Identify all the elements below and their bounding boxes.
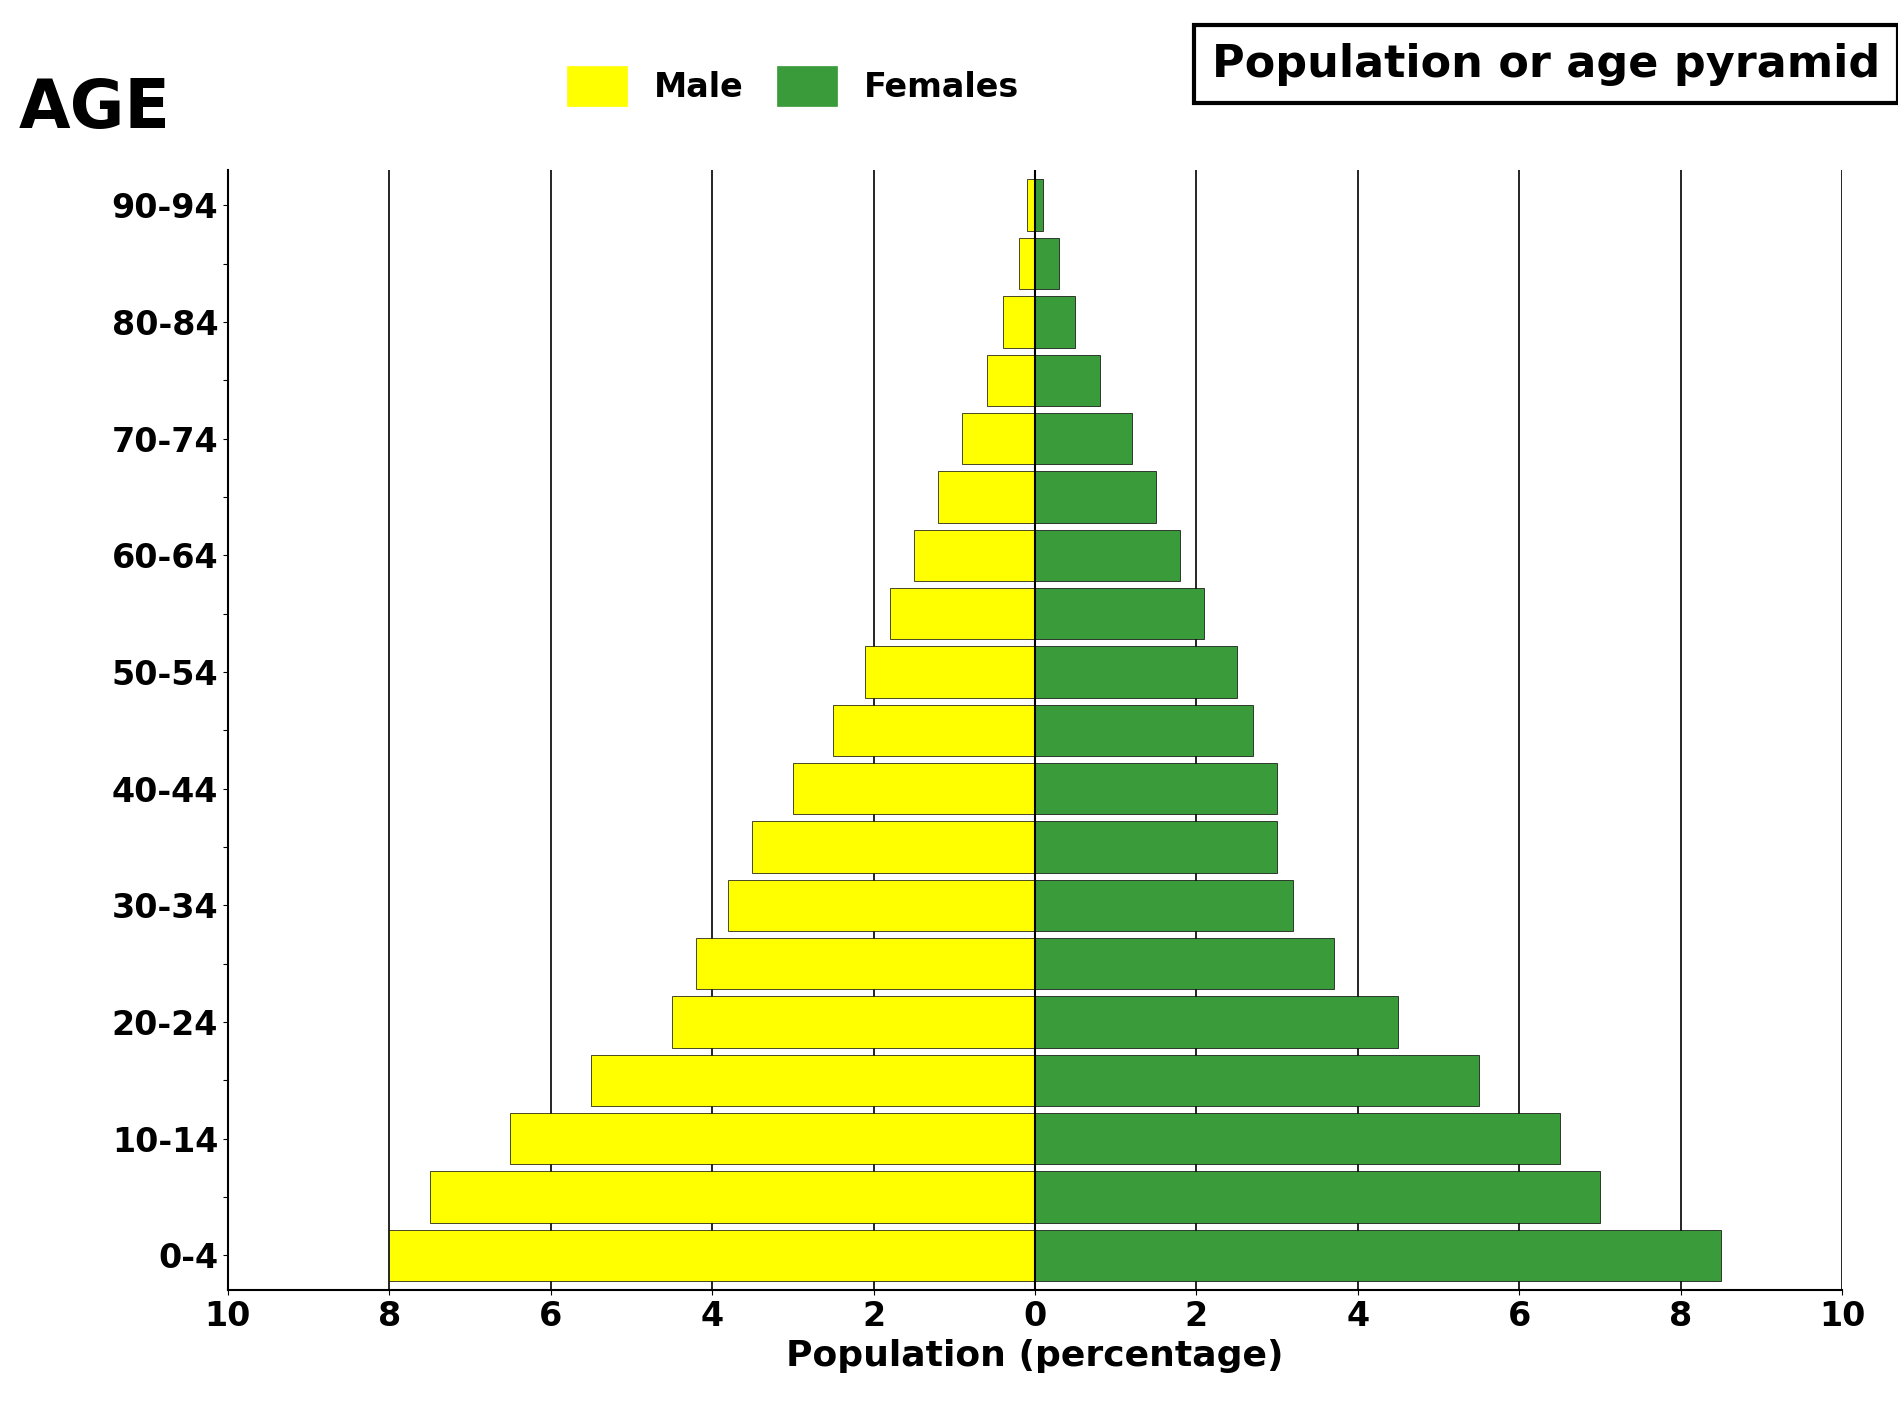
Bar: [1034, 529, 1181, 581]
Bar: [1034, 937, 1332, 990]
Bar: [1034, 879, 1293, 932]
Bar: [987, 354, 1034, 406]
Bar: [511, 1113, 1034, 1164]
Bar: [888, 588, 1034, 640]
Bar: [1034, 588, 1203, 640]
Legend: Male, Females: Male, Females: [554, 52, 1031, 119]
Bar: [1034, 1055, 1479, 1106]
Bar: [389, 1229, 1034, 1280]
Bar: [672, 997, 1034, 1048]
Bar: [1034, 1113, 1558, 1164]
Bar: [1034, 296, 1074, 347]
Bar: [1002, 296, 1034, 347]
Bar: [1034, 1171, 1598, 1222]
Bar: [1034, 180, 1042, 231]
Bar: [1034, 354, 1099, 406]
Bar: [590, 1055, 1034, 1106]
Bar: [729, 879, 1034, 932]
Bar: [1034, 413, 1131, 464]
Bar: [833, 705, 1034, 756]
Bar: [793, 763, 1034, 814]
Bar: [695, 937, 1034, 990]
Bar: [865, 647, 1034, 698]
Bar: [938, 471, 1034, 523]
Bar: [1027, 180, 1034, 231]
Bar: [1034, 647, 1236, 698]
Bar: [1034, 1229, 1720, 1280]
Bar: [913, 529, 1034, 581]
Bar: [1034, 821, 1275, 872]
Bar: [962, 413, 1034, 464]
X-axis label: Population (percentage): Population (percentage): [786, 1339, 1283, 1373]
Text: AGE: AGE: [19, 75, 171, 142]
Bar: [429, 1171, 1034, 1222]
Bar: [1034, 471, 1156, 523]
Bar: [752, 821, 1034, 872]
Text: Population or age pyramid: Population or age pyramid: [1211, 43, 1879, 85]
Bar: [1034, 997, 1397, 1048]
Bar: [1019, 238, 1034, 289]
Bar: [1034, 705, 1253, 756]
Bar: [1034, 763, 1275, 814]
Bar: [1034, 238, 1059, 289]
